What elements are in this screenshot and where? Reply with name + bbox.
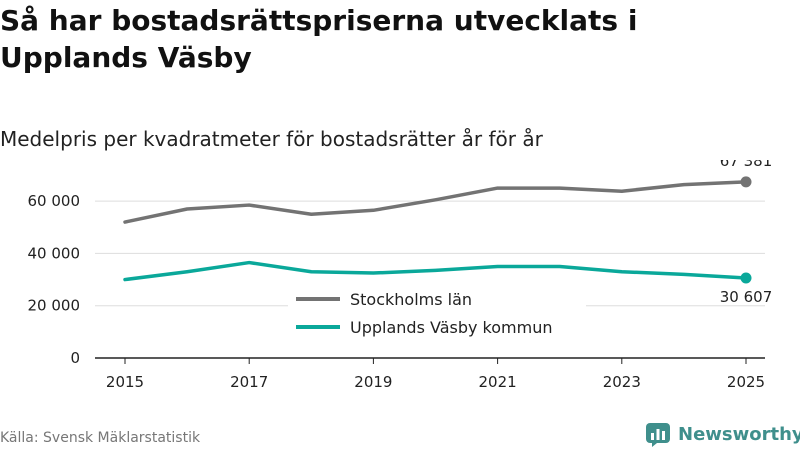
line-chart: 0 20 000 40 000 60 000 2015 2017 2019 2021 2023 2… xyxy=(28,160,773,391)
series-end-point-stockholm xyxy=(740,176,752,188)
newsworthy-logo-icon xyxy=(646,423,670,447)
y-tick-label: 0 xyxy=(70,349,80,367)
y-tick-label: 40 000 xyxy=(28,244,81,262)
end-value-label-stockholm: 67 381 xyxy=(720,160,773,170)
x-tick-label: 2023 xyxy=(603,373,641,391)
newsworthy-logo-text: Newsworthy xyxy=(678,423,800,445)
newsworthy-logo: Newsworthy xyxy=(644,420,800,448)
x-tick-label: 2019 xyxy=(354,373,392,391)
chart-title: Så har bostadsrättspriserna utvecklats i… xyxy=(0,4,638,74)
series-line-stockholm xyxy=(123,180,748,224)
legend-label-vasby: Upplands Väsby kommun xyxy=(350,318,552,337)
x-tick-label: 2015 xyxy=(106,373,144,391)
series-line-vasby xyxy=(123,260,748,282)
source-note: Källa: Svensk Mäklarstatistik xyxy=(0,430,201,446)
x-tick-label: 2017 xyxy=(230,373,268,391)
legend-label-stockholm: Stockholms län xyxy=(350,290,472,309)
legend-background xyxy=(288,284,586,342)
x-tick-label: 2025 xyxy=(727,373,765,391)
y-tick-label: 20 000 xyxy=(28,297,81,315)
y-tick-label: 60 000 xyxy=(28,192,81,210)
end-value-label-vasby: 30 607 xyxy=(720,288,773,306)
series-end-point-vasby xyxy=(740,272,752,284)
x-tick-label: 2021 xyxy=(479,373,517,391)
chart-subtitle: Medelpris per kvadratmeter för bostadsrä… xyxy=(0,127,543,151)
